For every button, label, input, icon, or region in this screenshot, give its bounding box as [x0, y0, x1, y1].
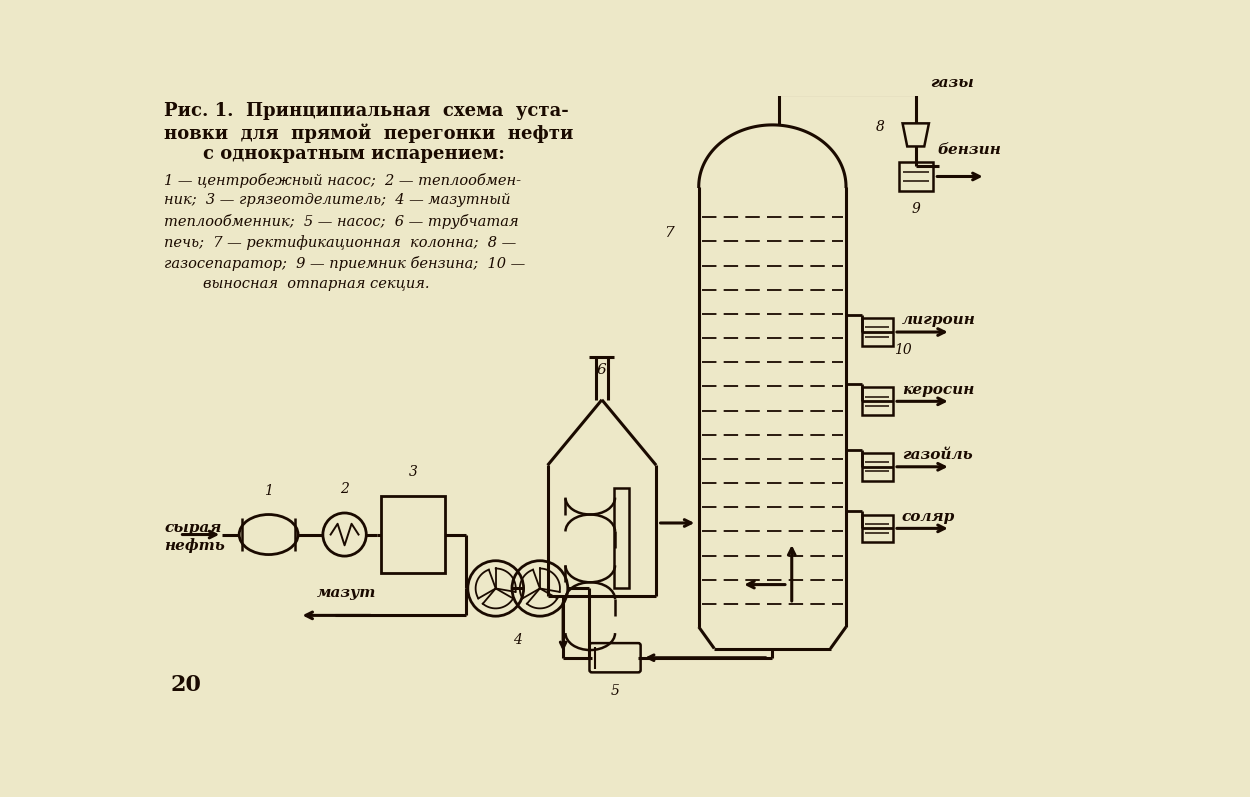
Text: сырая: сырая	[164, 520, 221, 535]
Text: 10: 10	[894, 343, 911, 357]
Text: газойль: газойль	[901, 448, 972, 462]
Text: лигроин: лигроин	[901, 313, 976, 328]
Bar	[381, 496, 445, 573]
Text: 4: 4	[514, 633, 522, 647]
Bar	[861, 453, 892, 481]
Text: 1 — центробежный насос;  2 — теплообмен-: 1 — центробежный насос; 2 — теплообмен-	[164, 173, 521, 187]
Text: ник;  3 — грязеотделитель;  4 — мазутный: ник; 3 — грязеотделитель; 4 — мазутный	[164, 194, 510, 207]
Bar	[899, 162, 932, 191]
Text: соляр: соляр	[901, 510, 955, 524]
Bar	[861, 318, 892, 346]
Text: печь;  7 — ректификационная  колонна;  8 —: печь; 7 — ректификационная колонна; 8 —	[164, 235, 516, 250]
Text: газы: газы	[930, 77, 974, 90]
Text: теплообменник;  5 — насос;  6 — трубчатая: теплообменник; 5 — насос; 6 — трубчатая	[164, 214, 519, 230]
Text: новки  для  прямой  перегонки  нефти: новки для прямой перегонки нефти	[164, 124, 574, 143]
Text: бензин: бензин	[938, 143, 1001, 157]
Text: 3: 3	[409, 465, 418, 479]
Text: нефть: нефть	[164, 538, 225, 552]
Text: керосин: керосин	[901, 383, 974, 397]
Text: 5: 5	[610, 684, 620, 698]
Text: 20: 20	[170, 674, 201, 697]
Bar	[614, 489, 629, 588]
Text: 2: 2	[340, 482, 349, 496]
Bar	[861, 515, 892, 542]
Text: газосепаратор;  9 — приемник бензина;  10 —: газосепаратор; 9 — приемник бензина; 10 …	[164, 256, 525, 271]
Text: мазут: мазут	[316, 586, 376, 600]
Text: с однократным испарением:: с однократным испарением:	[202, 145, 505, 163]
Text: 6: 6	[598, 363, 606, 377]
Text: Рис. 1.  Принципиальная  схема  уста-: Рис. 1. Принципиальная схема уста-	[164, 102, 569, 120]
Text: 7: 7	[665, 226, 674, 240]
Text: выносная  отпарная секция.: выносная отпарная секция.	[202, 277, 429, 291]
Bar	[861, 387, 892, 415]
Text: 1: 1	[264, 484, 272, 497]
Text: 8: 8	[876, 120, 885, 134]
Text: 9: 9	[911, 202, 920, 216]
